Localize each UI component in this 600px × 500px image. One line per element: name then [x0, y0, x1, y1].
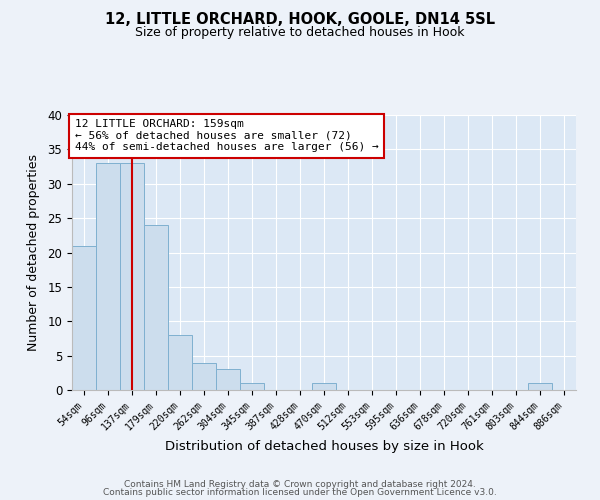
- Bar: [192, 362, 216, 390]
- Bar: [72, 246, 96, 390]
- Bar: [96, 163, 120, 390]
- Bar: [168, 335, 192, 390]
- Text: Contains HM Land Registry data © Crown copyright and database right 2024.: Contains HM Land Registry data © Crown c…: [124, 480, 476, 489]
- Bar: [144, 225, 168, 390]
- Bar: [240, 383, 264, 390]
- Bar: [120, 163, 144, 390]
- Text: Size of property relative to detached houses in Hook: Size of property relative to detached ho…: [135, 26, 465, 39]
- Text: 12, LITTLE ORCHARD, HOOK, GOOLE, DN14 5SL: 12, LITTLE ORCHARD, HOOK, GOOLE, DN14 5S…: [105, 12, 495, 28]
- Bar: [528, 383, 552, 390]
- Text: 12 LITTLE ORCHARD: 159sqm
← 56% of detached houses are smaller (72)
44% of semi-: 12 LITTLE ORCHARD: 159sqm ← 56% of detac…: [74, 119, 378, 152]
- X-axis label: Distribution of detached houses by size in Hook: Distribution of detached houses by size …: [164, 440, 484, 453]
- Bar: [216, 370, 240, 390]
- Bar: [312, 383, 336, 390]
- Text: Contains public sector information licensed under the Open Government Licence v3: Contains public sector information licen…: [103, 488, 497, 497]
- Y-axis label: Number of detached properties: Number of detached properties: [28, 154, 40, 351]
